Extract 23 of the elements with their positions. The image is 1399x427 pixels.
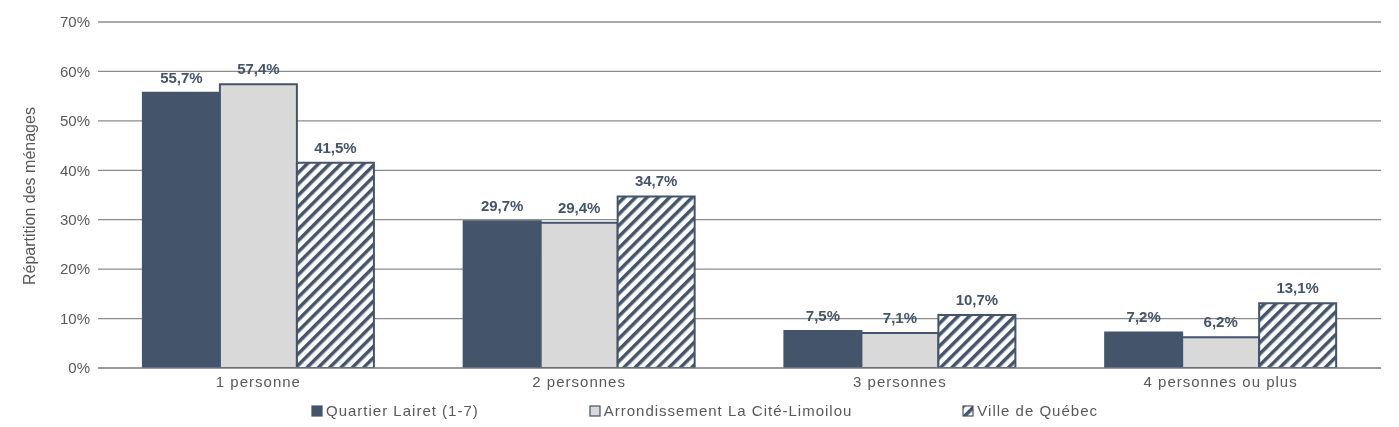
legend-label: Ville de Québec	[977, 402, 1098, 419]
y-tick-label: 20%	[59, 260, 90, 278]
y-tick-label: 10%	[59, 309, 90, 327]
y-axis-title: Répartition des ménages	[20, 107, 38, 285]
data-label: 13,1%	[1276, 279, 1319, 297]
y-tick-label: 60%	[59, 62, 90, 80]
y-tick-label: 30%	[59, 211, 90, 229]
data-label: 41,5%	[314, 138, 357, 156]
y-tick-label: 70%	[59, 13, 90, 31]
y-tick-label: 50%	[59, 112, 90, 130]
data-label: 29,7%	[480, 197, 524, 215]
y-tick-label: 0%	[68, 359, 90, 377]
legend-label: Arrondissement La Cité-Limoilou	[603, 402, 853, 419]
x-tick-label: 4 personnes ou plus	[1143, 372, 1298, 390]
x-tick-label: 2 personnes	[532, 372, 626, 390]
data-label: 29,4%	[557, 198, 601, 216]
x-tick-label: 1 personne	[215, 372, 301, 390]
x-tick-label: 3 personnes	[853, 372, 947, 390]
legend-label: Quartier Lairet (1-7)	[326, 402, 479, 419]
data-label: 34,7%	[634, 172, 678, 190]
data-label: 55,7%	[160, 68, 203, 86]
data-label: 10,7%	[955, 291, 999, 309]
y-tick-label: 40%	[59, 161, 90, 179]
